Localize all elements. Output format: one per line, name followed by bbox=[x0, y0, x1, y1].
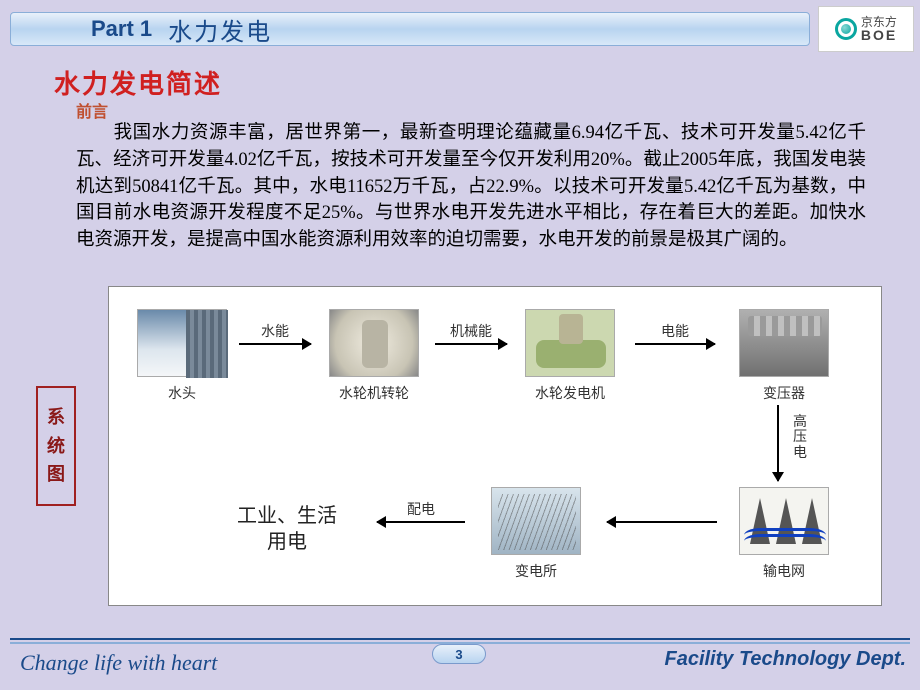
arrow-label: 机械能 bbox=[435, 321, 507, 341]
node-label: 变压器 bbox=[729, 383, 839, 403]
footer-divider bbox=[10, 638, 910, 640]
consumer-line1: 工业、生活 bbox=[237, 503, 337, 529]
diagram-row-2: 输电网 变电所 配电 工业、生活 用电 bbox=[109, 487, 881, 607]
side-label-char: 图 bbox=[47, 460, 65, 489]
arrow-label: 电能 bbox=[635, 321, 715, 341]
part-title: 水力发电 bbox=[168, 12, 272, 47]
arrow-label-text: 高压电 bbox=[793, 415, 807, 461]
transformer-icon bbox=[739, 309, 829, 377]
dam-icon bbox=[137, 309, 227, 377]
logo-en: BOE bbox=[861, 28, 897, 42]
arrow-right-icon: 水能 bbox=[239, 343, 311, 345]
arrow-left-icon bbox=[607, 521, 717, 523]
footer-slogan: Change life with heart bbox=[20, 650, 217, 676]
node-runner: 水轮机转轮 bbox=[319, 309, 429, 403]
diagram-row-1: 水头 水轮机转轮 水轮发电机 变压器 水能 机械能 电能 bbox=[109, 309, 881, 449]
node-label: 水轮发电机 bbox=[515, 383, 625, 403]
consumer-label: 工业、生活 用电 bbox=[237, 503, 337, 555]
section-subtitle: 前言 bbox=[76, 98, 108, 122]
turbine-runner-icon bbox=[329, 309, 419, 377]
consumer-line2: 用电 bbox=[237, 529, 337, 555]
node-generator: 水轮发电机 bbox=[515, 309, 625, 403]
side-label-char: 系 bbox=[47, 403, 65, 432]
part-label: Part 1 bbox=[91, 16, 152, 42]
arrow-left-icon: 配电 bbox=[377, 521, 465, 523]
node-label: 水头 bbox=[127, 383, 237, 403]
body-text: 我国水力资源丰富，居世界第一，最新查明理论蕴藏量6.94亿千瓦、技术可开发量5.… bbox=[76, 123, 866, 250]
boe-logo-icon bbox=[835, 18, 857, 40]
hydro-generator-icon bbox=[525, 309, 615, 377]
node-grid: 输电网 bbox=[729, 487, 839, 581]
substation-icon bbox=[491, 487, 581, 555]
boe-logo: 京东方 BOE bbox=[818, 6, 914, 52]
page-number-badge: 3 bbox=[432, 644, 486, 664]
arrow-label: 配电 bbox=[377, 499, 465, 519]
side-label: 系 统 图 bbox=[36, 386, 76, 506]
body-paragraph: 我国水力资源丰富，居世界第一，最新查明理论蕴藏量6.94亿千瓦、技术可开发量5.… bbox=[76, 120, 866, 254]
node-label: 变电所 bbox=[481, 561, 591, 581]
section-title: 水力发电简述 bbox=[54, 64, 222, 101]
node-substation: 变电所 bbox=[481, 487, 591, 581]
arrow-label: 高压电 bbox=[793, 415, 813, 461]
side-label-char: 统 bbox=[47, 432, 65, 461]
arrow-down-icon bbox=[777, 405, 779, 481]
arrow-right-icon: 电能 bbox=[635, 343, 715, 345]
node-dam: 水头 bbox=[127, 309, 237, 403]
system-diagram: 水头 水轮机转轮 水轮发电机 变压器 水能 机械能 电能 高压电 bbox=[108, 286, 882, 606]
arrow-right-icon: 机械能 bbox=[435, 343, 507, 345]
header-bar: Part 1 水力发电 bbox=[10, 12, 810, 46]
footer-dept: Facility Technology Dept. bbox=[664, 648, 906, 671]
node-transformer: 变压器 bbox=[729, 309, 839, 403]
power-grid-icon bbox=[739, 487, 829, 555]
arrow-label: 水能 bbox=[239, 321, 311, 341]
node-label: 输电网 bbox=[729, 561, 839, 581]
node-label: 水轮机转轮 bbox=[319, 383, 429, 403]
